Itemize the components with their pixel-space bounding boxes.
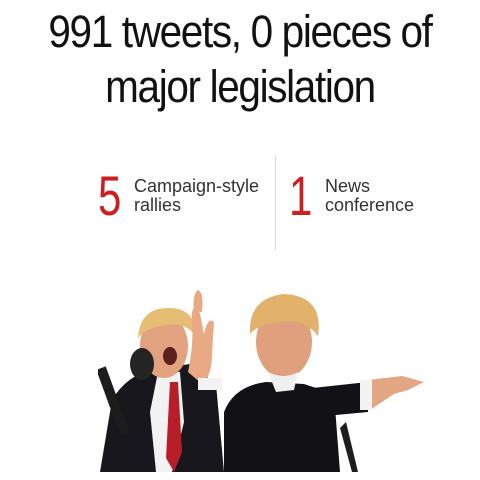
stat-rallies-label: Campaign-style rallies [134, 177, 284, 215]
stat-rallies-number: 5 [98, 164, 122, 227]
stat-divider [275, 156, 276, 250]
stat-news-conference-label: News conference [325, 177, 460, 215]
speaker-photo-collage [98, 290, 424, 472]
stat-rallies-label-line-1: Campaign-style [134, 176, 260, 196]
left-speaker-figure [98, 290, 224, 472]
stat-rallies: 5 Campaign-style rallies [98, 168, 284, 224]
stat-rallies-label-line-2: rallies [134, 195, 182, 215]
right-speaker-figure [224, 294, 424, 472]
headline-line-1: 991 tweets, 0 pieces of [48, 6, 433, 57]
stat-news-conference-label-line-1: News [325, 176, 371, 196]
stat-news-conference-number: 1 [289, 164, 313, 227]
headline: 991 tweets, 0 pieces of major legislatio… [24, 4, 456, 114]
stat-news-conference: 1 News conference [289, 168, 460, 224]
headline-line-2: major legislation [105, 61, 376, 112]
stat-news-conference-label-line-2: conference [325, 195, 415, 215]
graphic-panel: 5 Campaign-style rallies 1 News conferen… [42, 138, 460, 472]
